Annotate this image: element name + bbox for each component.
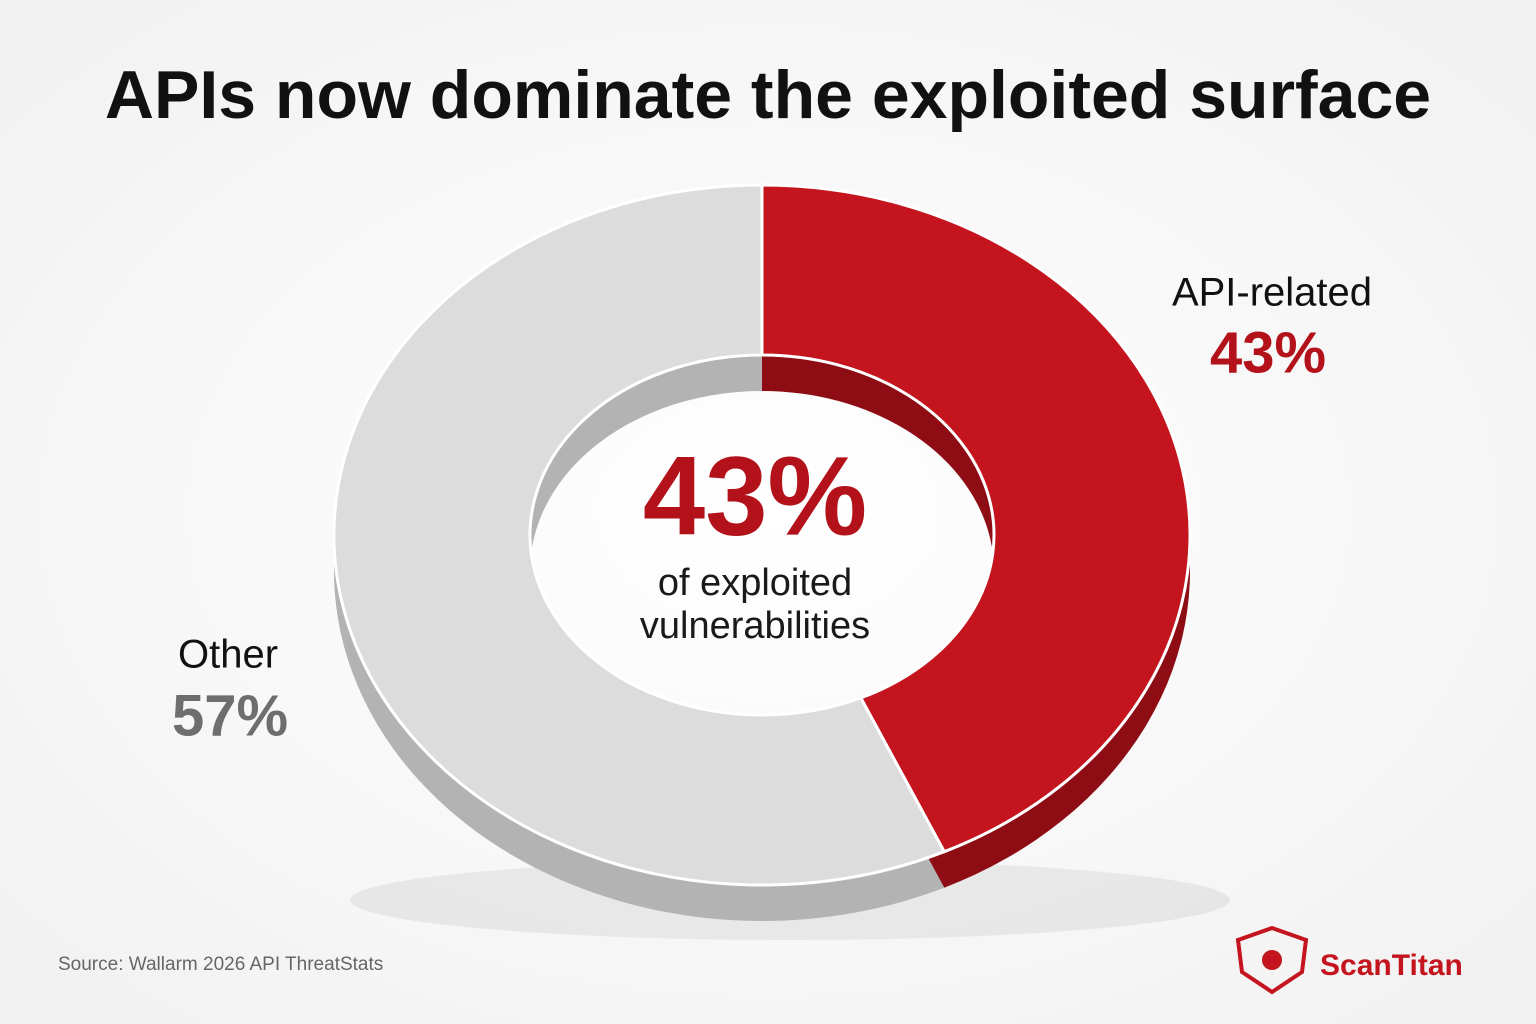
source: Source: Wallarm 2026 API ThreatStats xyxy=(58,954,383,975)
logo-shield xyxy=(1235,925,1309,995)
category-label: Other xyxy=(178,633,278,677)
wedge xyxy=(332,183,947,887)
center-text: vulnerabilities xyxy=(640,605,870,647)
brand-logo: ScanTitan xyxy=(1235,925,1463,995)
value-label: 57% xyxy=(172,683,288,748)
donut xyxy=(332,183,1192,921)
brand-name: ScanTitan xyxy=(1320,949,1463,982)
chart-title: APIs now dominate the exploited surface xyxy=(105,57,1431,133)
wedge xyxy=(760,183,1192,854)
center-text: of exploited xyxy=(658,562,852,604)
center-value: 43% xyxy=(643,434,867,559)
category-label: API-related xyxy=(1172,271,1372,315)
logo-bug xyxy=(1262,950,1282,970)
value-label: 43% xyxy=(1210,320,1326,385)
